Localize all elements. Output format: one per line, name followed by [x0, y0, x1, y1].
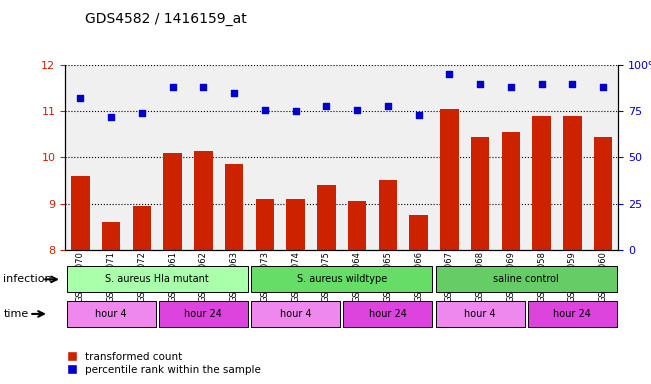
Text: hour 24: hour 24: [184, 309, 223, 319]
FancyBboxPatch shape: [343, 301, 432, 327]
Point: [260, 106, 270, 113]
Bar: [502, 132, 520, 384]
FancyBboxPatch shape: [251, 266, 432, 292]
Bar: [286, 199, 305, 384]
FancyBboxPatch shape: [528, 301, 617, 327]
Point: [383, 103, 393, 109]
Text: S. aureus Hla mutant: S. aureus Hla mutant: [105, 274, 209, 285]
Text: S. aureus wildtype: S. aureus wildtype: [297, 274, 387, 285]
FancyBboxPatch shape: [436, 266, 617, 292]
Text: infection: infection: [3, 274, 52, 285]
Point: [598, 84, 608, 91]
Text: hour 24: hour 24: [369, 309, 407, 319]
Point: [137, 110, 147, 116]
Point: [413, 112, 424, 118]
FancyBboxPatch shape: [436, 301, 525, 327]
Legend: transformed count, percentile rank within the sample: transformed count, percentile rank withi…: [57, 348, 266, 379]
Bar: [471, 137, 490, 384]
Text: hour 4: hour 4: [96, 309, 127, 319]
Bar: [225, 164, 243, 384]
Point: [352, 106, 363, 113]
Text: time: time: [3, 309, 29, 319]
Point: [167, 84, 178, 91]
Text: GDS4582 / 1416159_at: GDS4582 / 1416159_at: [85, 12, 246, 25]
Point: [444, 71, 454, 78]
Bar: [533, 116, 551, 384]
FancyBboxPatch shape: [66, 301, 156, 327]
FancyBboxPatch shape: [159, 301, 248, 327]
Bar: [317, 185, 336, 384]
Text: hour 4: hour 4: [464, 309, 496, 319]
Point: [229, 90, 240, 96]
Bar: [348, 201, 367, 384]
Point: [76, 95, 86, 101]
Bar: [409, 215, 428, 384]
Point: [475, 81, 485, 87]
Text: saline control: saline control: [493, 274, 559, 285]
Bar: [440, 109, 458, 384]
Bar: [71, 176, 90, 384]
Bar: [194, 151, 213, 384]
Bar: [379, 180, 397, 384]
FancyBboxPatch shape: [66, 266, 248, 292]
Bar: [594, 137, 613, 384]
Text: hour 4: hour 4: [280, 309, 311, 319]
Point: [567, 81, 577, 87]
Bar: [133, 206, 151, 384]
FancyBboxPatch shape: [251, 301, 340, 327]
Point: [290, 108, 301, 114]
Point: [106, 114, 117, 120]
Bar: [563, 116, 581, 384]
Bar: [256, 199, 274, 384]
Point: [506, 84, 516, 91]
Text: hour 24: hour 24: [553, 309, 591, 319]
Point: [198, 84, 208, 91]
Bar: [163, 153, 182, 384]
Point: [321, 103, 331, 109]
Bar: [102, 222, 120, 384]
Point: [536, 81, 547, 87]
